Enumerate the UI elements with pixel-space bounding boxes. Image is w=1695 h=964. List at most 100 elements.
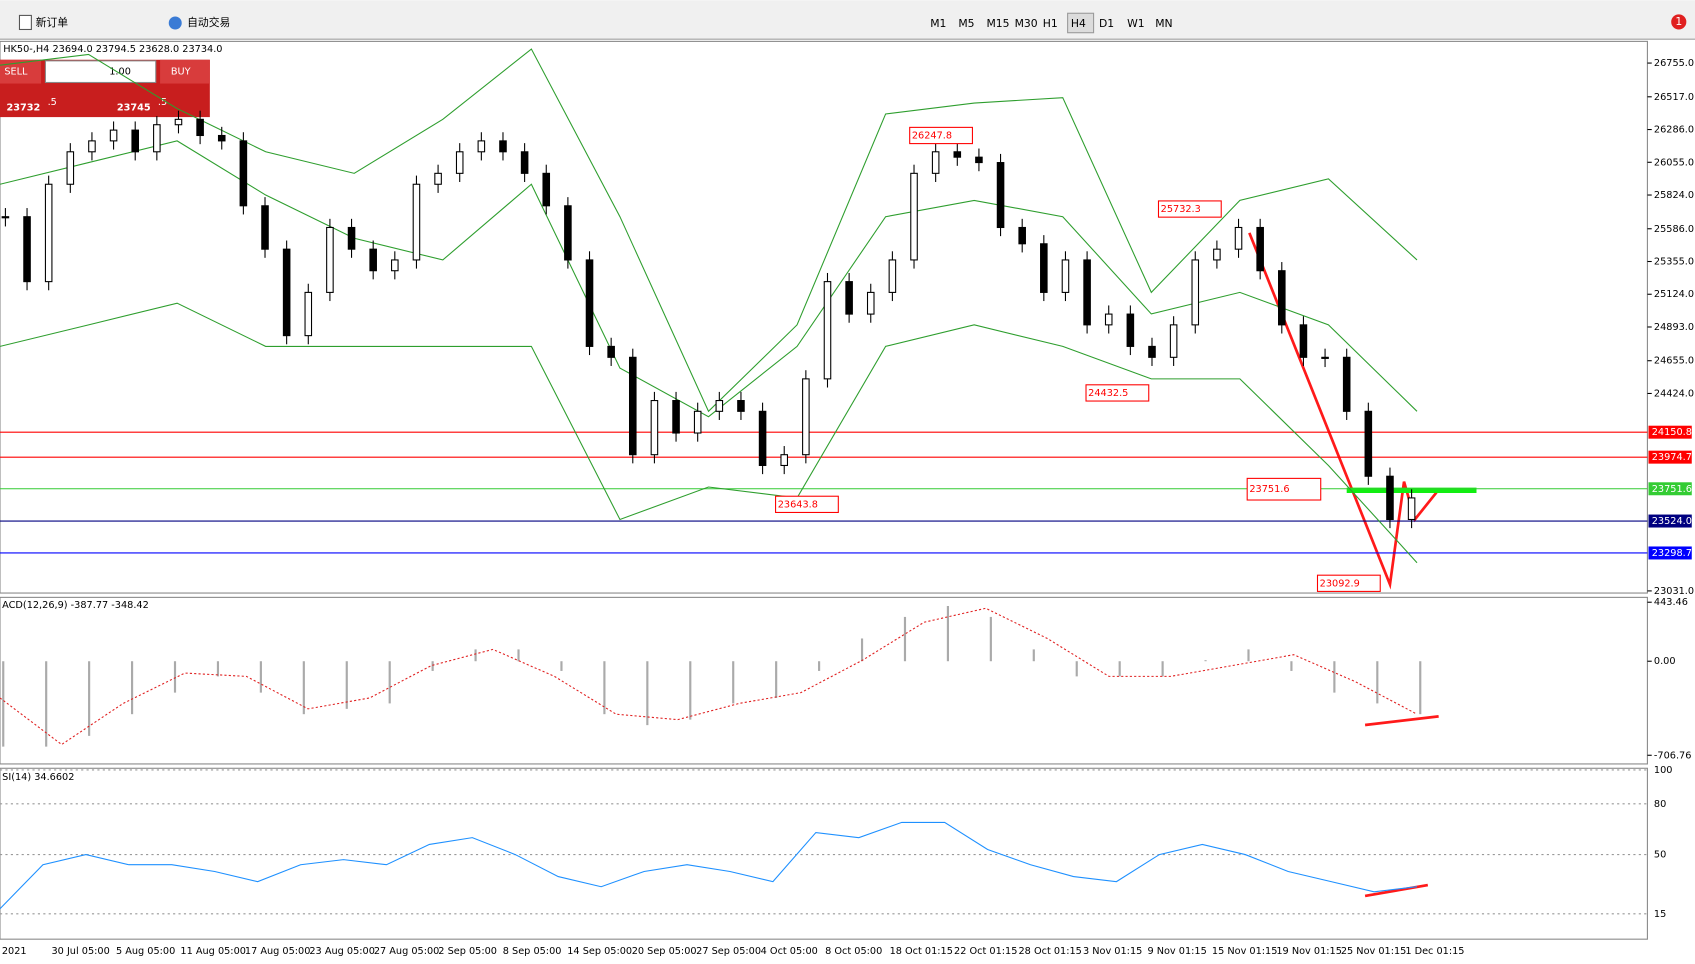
y-tick-label: 443.46 [1654,597,1688,608]
alert-count: 1 [1675,15,1682,28]
candle [866,291,875,315]
y-tick-label: 26517.0 [1654,92,1694,103]
trade-panel: SELL 1.00 BUY 23732 .5 23745 .5 [0,59,210,118]
buy-label[interactable]: BUY [171,67,191,78]
y-tick-label: 100 [1654,765,1673,776]
level-label: 23751.6 [1652,484,1692,495]
candle [1018,226,1026,245]
lots[interactable]: 1.00 [109,67,131,78]
candle [282,248,291,337]
new-order[interactable]: 新订单 [36,15,69,29]
y-tick-label: 26055.0 [1654,157,1694,168]
x-tick-label: 18 Oct 01:15 [890,946,953,957]
candle [434,172,442,185]
timeframe[interactable]: M15 [986,17,1009,30]
x-tick-label: 5 Aug 05:00 [116,946,175,957]
candle [326,226,334,293]
candle [1342,356,1351,412]
annotation: 25732.3 [1161,204,1201,215]
candle [131,129,139,153]
timeframe[interactable]: W1 [1127,17,1145,30]
new-order-icon[interactable] [18,14,32,31]
sell-label[interactable]: SELL [4,67,28,78]
timeframe[interactable]: H4 [1071,17,1086,30]
x-tick-label: 1 Dec 01:15 [1405,946,1464,957]
buy-price-frac[interactable]: .5 [158,97,167,108]
x-tick-label: 28 Oct 01:15 [1019,946,1082,957]
buy-price[interactable]: 23745 [117,102,151,113]
candle [845,281,853,315]
lots-input[interactable] [44,60,157,84]
candle [585,259,594,347]
candle [1040,243,1048,293]
candle [1234,226,1243,250]
y-tick-label: 25586.0 [1654,224,1694,235]
candle [693,410,702,434]
candle [1407,497,1416,521]
rsi-panel [0,767,1648,940]
candle [650,400,659,456]
timeframe[interactable]: M30 [1015,17,1038,30]
candle [391,259,399,272]
candle [888,259,897,293]
candle [109,129,118,142]
x-tick-label: 11 Aug 05:00 [180,946,246,957]
x-tick-label: 30 Jul 05:00 [51,946,109,957]
candle [499,140,507,153]
toolbar [0,0,1695,40]
x-tick-label: 2 Sep 05:00 [438,946,497,957]
candle [996,162,1005,229]
candle [369,248,377,272]
chart-header: HK50-,H4 23694.0 23794.5 23628.0 23734.0 [3,44,222,55]
y-tick-label: 0.00 [1654,656,1676,667]
candle [520,151,529,174]
y-tick-label: 25124.0 [1654,289,1694,300]
x-tick-label: 27 Sep 05:00 [696,946,761,957]
rsi-label: SI(14) 34.6602 [2,772,74,783]
y-tick-label: 15 [1654,909,1666,920]
auto-trade-icon[interactable] [168,16,182,30]
timeframe[interactable]: H1 [1043,17,1058,30]
x-tick-label: 15 Nov 01:15 [1212,946,1278,957]
candle [23,216,31,283]
rsi-line [0,821,1418,910]
candle [1104,313,1113,326]
candle [1256,226,1264,272]
sell-price[interactable]: 23732 [6,102,40,113]
annotation: 23092.9 [1320,578,1360,589]
macd-arrow [1364,715,1439,727]
annotation-box [1085,384,1150,402]
timeframe[interactable]: MN [1155,17,1172,30]
candle [1148,345,1156,358]
timeframe[interactable]: D1 [1099,17,1114,30]
sell-price-frac[interactable]: .5 [48,97,57,108]
level-label: 23298.7 [1652,548,1692,559]
candle [780,454,789,467]
auto-trade[interactable]: 自动交易 [187,15,230,29]
level-label: 23974.7 [1652,452,1692,463]
x-tick-label: 9 Nov 01:15 [1147,946,1206,957]
candle [347,226,356,250]
timeframe[interactable]: M1 [930,17,946,30]
candle [953,151,962,158]
y-tick-label: 80 [1654,799,1666,810]
x-tick-label: 17 Aug 05:00 [245,946,311,957]
candle [455,151,464,174]
rsi-arrow [1364,883,1429,898]
bollinger-band [0,140,1418,418]
annotation: 23751.6 [1249,484,1289,495]
sell-button[interactable] [0,59,42,84]
x-tick-label: 3 Nov 01:15 [1083,946,1142,957]
buy-button[interactable] [160,59,210,84]
alert-badge[interactable] [1671,14,1687,30]
x-tick-label: 19 Nov 01:15 [1276,946,1342,957]
timeframe[interactable]: M5 [958,17,974,30]
annotation-box [909,126,973,145]
candle [239,140,248,207]
annotation-box [1157,200,1222,218]
y-tick-label: 24655.0 [1654,356,1694,367]
trend-arrow [1248,232,1438,590]
candle [823,281,832,380]
